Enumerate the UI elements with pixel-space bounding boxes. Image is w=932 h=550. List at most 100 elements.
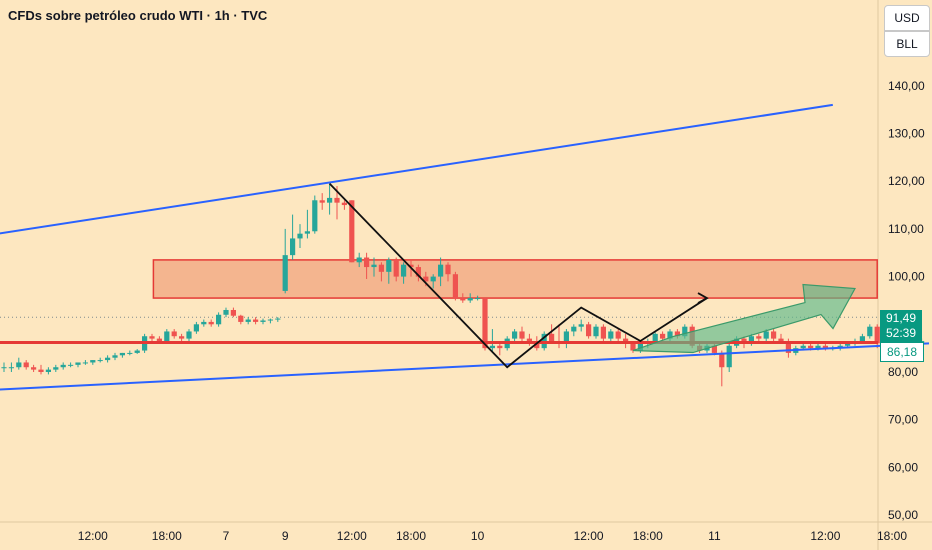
candle-body [578,324,584,327]
y-tick-label: 100,00 [888,270,925,284]
candle-body [452,274,458,299]
candle-body [563,331,569,344]
candle-body [763,331,769,339]
candle-body [304,231,310,234]
candle-body [845,343,851,346]
candle-body [593,326,599,337]
x-tick-label: 18:00 [152,529,182,543]
candle-body [748,336,754,344]
candle-body [771,331,777,339]
chart-title: CFDs sobre petróleo crudo WTI · 1h · TVC [8,8,268,23]
candle-body [467,298,473,301]
channel-lower-line [0,342,930,391]
green-forecast-arrow [632,283,856,354]
candle-body [667,331,673,339]
candle-body [630,343,636,351]
candle-body [171,331,177,337]
candle-body [238,315,244,322]
candle-body [519,331,525,339]
candle-body [60,364,66,368]
candle-body [378,264,384,272]
last-price-value: 91,49 [885,311,917,325]
candle-body [623,338,629,344]
x-tick-label: 18:00 [877,529,907,543]
candle-body [201,321,207,325]
candle-body [105,357,111,361]
candle-body [8,367,14,369]
candle-body [460,298,466,301]
candle-body [660,333,666,339]
candle-body [408,264,414,268]
candle-body [497,345,503,349]
candle-body [68,364,74,366]
candle-body [415,267,421,277]
candle-body [815,345,821,349]
candle-body [719,352,725,368]
candle-body [179,336,185,339]
resistance-zone [152,259,878,299]
x-tick-label: 12:00 [78,529,108,543]
y-tick-label: 120,00 [888,174,925,188]
candle-body [364,257,370,268]
candle-body [571,326,577,332]
x-tick-label: 11 [708,529,721,543]
candle-body [156,338,162,341]
x-tick-label: 10 [471,529,485,543]
candle-body [549,333,555,341]
candle-body [489,345,495,349]
candle-body [334,197,340,203]
candle-body [31,367,37,370]
candle-body [186,331,192,339]
zigzag-arrowhead [697,292,709,304]
candle-body [75,362,81,365]
candle-body [430,276,436,282]
candle-body [756,336,762,339]
candle-body [674,331,680,337]
candle-body [119,352,125,356]
candle-body [822,345,828,349]
candle-body [741,338,747,344]
candle-body [800,345,806,349]
candle-body [16,362,22,368]
candle-body [608,331,614,339]
candle-body [586,324,592,337]
candle-body [652,333,658,341]
candle-body [127,352,133,354]
candle-body [282,255,288,291]
y-tick-label: 110,00 [888,222,924,236]
candle-body [23,362,29,368]
y-axis-area [878,0,932,550]
candle-body [438,264,444,277]
y-tick-label: 130,00 [888,127,925,141]
x-tick-label: 18:00 [633,529,663,543]
candle-body [216,314,222,325]
candle-body [726,345,732,368]
candle-body [401,264,407,277]
unit-selector[interactable]: BLL [884,31,930,57]
candle-body [386,259,392,272]
candle-body [512,331,518,339]
candle-body [637,343,643,351]
candle-body [615,331,621,339]
bar-countdown: 52:39 [885,326,917,340]
currency-selector[interactable]: USD [884,5,930,31]
channel-upper-line [0,103,833,235]
candle-body [245,319,251,322]
candle-body [341,202,347,206]
y-tick-label: 140,00 [888,79,925,93]
candle-body [327,197,333,203]
candle-body [423,276,429,282]
candle-body [534,340,540,349]
x-tick-label: 18:00 [396,529,426,543]
candle-body [267,319,273,321]
candle-body [541,333,547,349]
candle-body [230,309,236,316]
candle-body [393,259,399,277]
candle-body [223,309,229,315]
candle-body [785,340,791,353]
x-tick-label: 12:00 [574,529,604,543]
candle-body [53,367,59,370]
candle-body [711,345,717,353]
